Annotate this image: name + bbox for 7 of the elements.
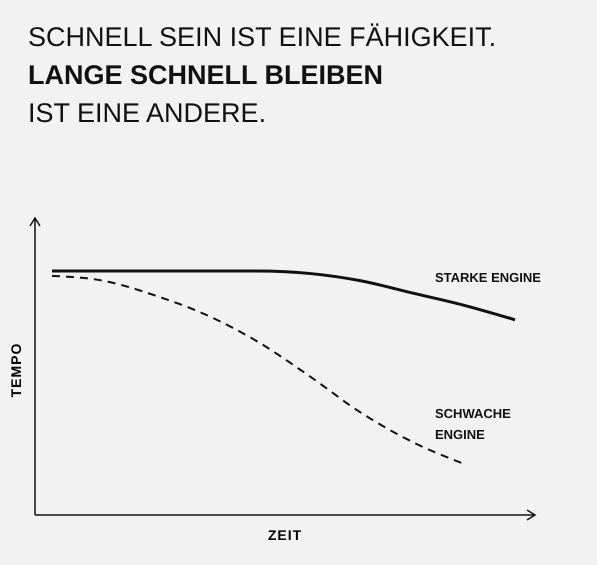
chart-title: SCHNELL SEIN IST EINE FÄHIGKEIT. [28, 22, 496, 52]
y-axis-title: TEMPO [8, 342, 24, 398]
chart-subtitle: LANGE SCHNELL BLEIBEN [28, 60, 384, 90]
x-axis-title: ZEIT [268, 527, 302, 543]
series-label: SCHWACHE ENGINE [435, 406, 512, 442]
series-label: STARKE ENGINE [435, 270, 542, 285]
text: IST EINE ANDERE. [28, 98, 266, 128]
